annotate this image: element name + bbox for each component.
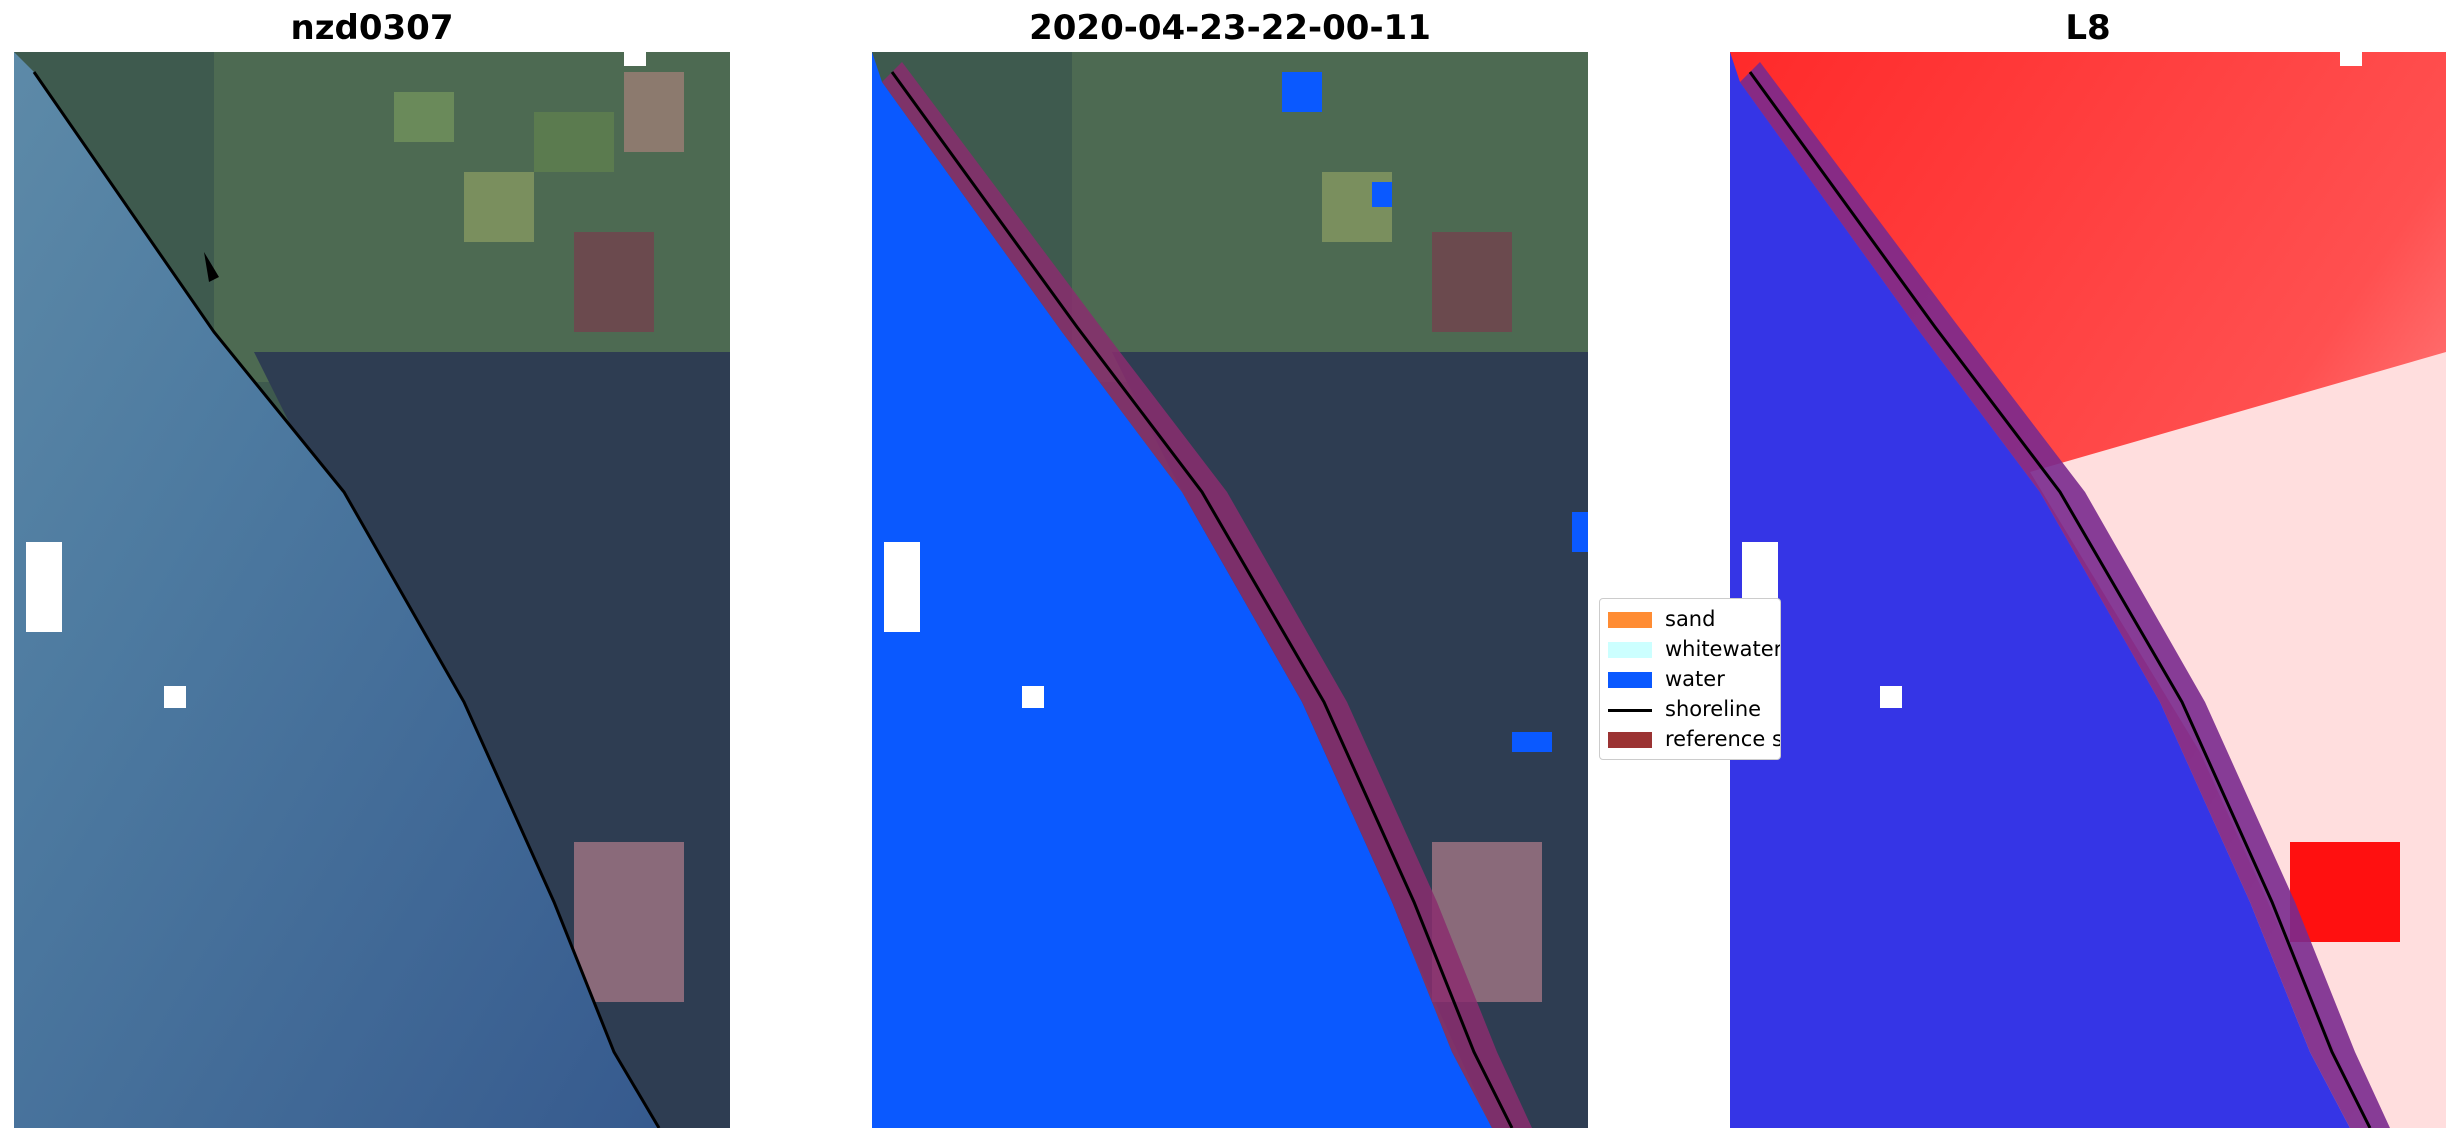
legend-item-sand: sand (1600, 603, 1780, 633)
sand-swatch (1608, 612, 1652, 628)
index-image (1730, 52, 2446, 1128)
legend-item-water: water (1600, 663, 1780, 693)
classified-image-panel (872, 52, 1588, 1128)
shoreline-line-swatch (1608, 709, 1652, 712)
legend-label: reference shoreline buffer (1665, 727, 1780, 751)
legend-label: sand (1665, 607, 1716, 631)
rgb-image (14, 52, 730, 1128)
legend-label: water (1665, 667, 1725, 691)
panel-title-index: L8 (2065, 8, 2111, 48)
classification-legend: sand whitewater water shoreline referenc… (1599, 598, 1781, 760)
legend-item-whitewater: whitewater (1600, 633, 1780, 663)
legend-item-shoreline: shoreline (1600, 693, 1780, 723)
classified-image (872, 52, 1588, 1128)
rgb-image-panel (14, 52, 730, 1128)
legend-label: shoreline (1665, 697, 1762, 721)
legend-item-reference-buffer: reference shoreline buffer (1600, 723, 1780, 753)
panel-title-rgb: nzd0307 (290, 8, 454, 48)
water-swatch (1608, 672, 1652, 688)
buffer-swatch (1608, 732, 1652, 748)
panel-title-classified: 2020-04-23-22-00-11 (1029, 8, 1431, 48)
legend-label: whitewater (1665, 637, 1781, 661)
whitewater-swatch (1608, 642, 1652, 658)
index-image-panel (1730, 52, 2446, 1128)
